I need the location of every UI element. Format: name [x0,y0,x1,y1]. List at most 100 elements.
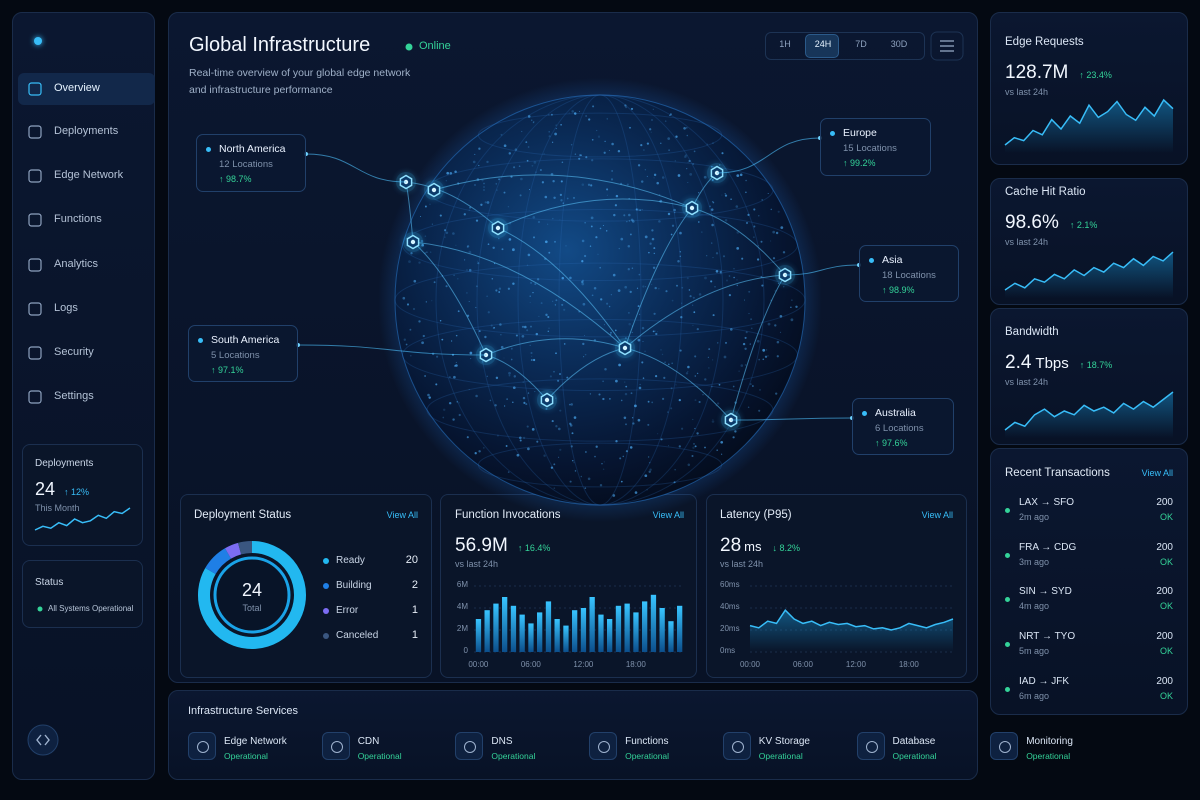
globe-dot [624,104,627,107]
globe-dot [790,306,792,309]
globe-dot [457,310,460,313]
service-icon[interactable] [589,732,618,760]
nav-item[interactable]: Analytics [54,258,99,270]
service-icon[interactable] [722,732,751,760]
service-name: KV Storage [758,736,810,747]
view-all[interactable]: View All [921,510,953,520]
globe-dot [654,374,658,378]
range-button[interactable]: 30D [890,39,908,49]
globe-dot [516,453,520,457]
globe-dot [486,295,488,297]
globe-dot [519,194,522,197]
latitude [477,112,723,158]
globe-dot [579,154,582,157]
globe-dot [403,338,406,341]
globe-dot [553,463,556,466]
globe-dot [759,389,761,391]
globe-dot [722,255,726,258]
period: vs last 24h [1005,237,1049,247]
globe-dot [648,470,651,473]
globe-dot [498,291,501,293]
globe-dot [455,364,458,367]
range-button[interactable]: 24H [814,39,832,49]
donut-segment [198,541,306,649]
globe-dot [587,477,591,481]
globe-dot [736,174,740,177]
globe-dot [709,205,711,208]
globe-dot [649,242,652,245]
nav-item[interactable]: Functions [54,213,102,225]
globe-dot [487,243,490,246]
globe-dot [449,172,453,175]
tx-dot [1005,642,1010,648]
service-icon[interactable] [188,732,216,760]
nav-item[interactable]: Deployments [54,125,119,137]
globe-dot [629,290,632,294]
globe-dot [601,463,603,465]
globe-dot [618,363,621,367]
globe-dot [698,400,701,404]
service-icon[interactable] [321,732,350,760]
globe-dot [777,210,780,213]
globe-dot [562,202,564,204]
service-icon[interactable] [856,732,885,760]
service-icon[interactable] [990,732,1019,760]
globe-dot [506,398,508,400]
globe-dot [702,394,704,396]
view-all[interactable]: View All [652,510,684,520]
globe-dot [455,361,457,363]
sparkline [1004,251,1174,291]
globe-dot [733,276,735,279]
range-button[interactable]: 1H [779,39,791,49]
globe-dot [730,198,732,201]
latitude [394,262,806,338]
x-tick-label: 18:00 [625,660,646,669]
globe-dot [530,281,533,284]
nav-item[interactable]: Logs [54,302,78,314]
nav-item[interactable]: Security [54,346,94,358]
globe-dot [625,423,627,426]
view-all[interactable]: View All [386,510,418,520]
globe-dot [606,302,609,305]
globe-dot [698,293,702,296]
globe-dot [646,489,648,491]
globe-dot [561,161,564,163]
globe-dot [670,407,673,410]
globe-dot [711,223,714,227]
globe [394,94,806,506]
globe-dot [696,327,699,331]
globe-dot [507,287,511,290]
nav-icon [28,125,42,139]
globe-dot [532,291,534,294]
globe-dot [570,144,573,146]
globe-dot [624,381,626,383]
status-text: All Systems Operational [48,604,134,613]
globe-dot [544,240,548,244]
globe-dot [559,448,562,451]
nav-item[interactable]: Edge Network [54,169,124,181]
nav-item[interactable]: Settings [54,390,94,402]
view-all[interactable]: View All [1141,468,1173,478]
service-icon[interactable] [455,732,484,760]
globe-dot [663,376,666,379]
globe-dot [610,331,612,334]
globe-dot [555,352,557,355]
globe-dot [519,439,522,442]
globe-dot [645,286,647,288]
code-button[interactable] [27,724,59,756]
region-locations: 15 Locations [843,143,897,154]
globe-dot [503,357,505,359]
globe-dot [603,151,606,154]
nav-item[interactable]: Overview [54,82,100,94]
filter-button[interactable] [930,31,964,61]
globe-dot [590,216,594,220]
globe-dot [522,381,525,383]
range-button[interactable]: 7D [855,39,867,49]
globe-dot [507,206,510,208]
globe-dot [500,334,502,336]
globe-dot [584,353,587,356]
globe-dot [684,155,687,158]
globe-dot [464,259,466,261]
globe-dot [712,257,714,259]
globe-dot [560,199,563,202]
